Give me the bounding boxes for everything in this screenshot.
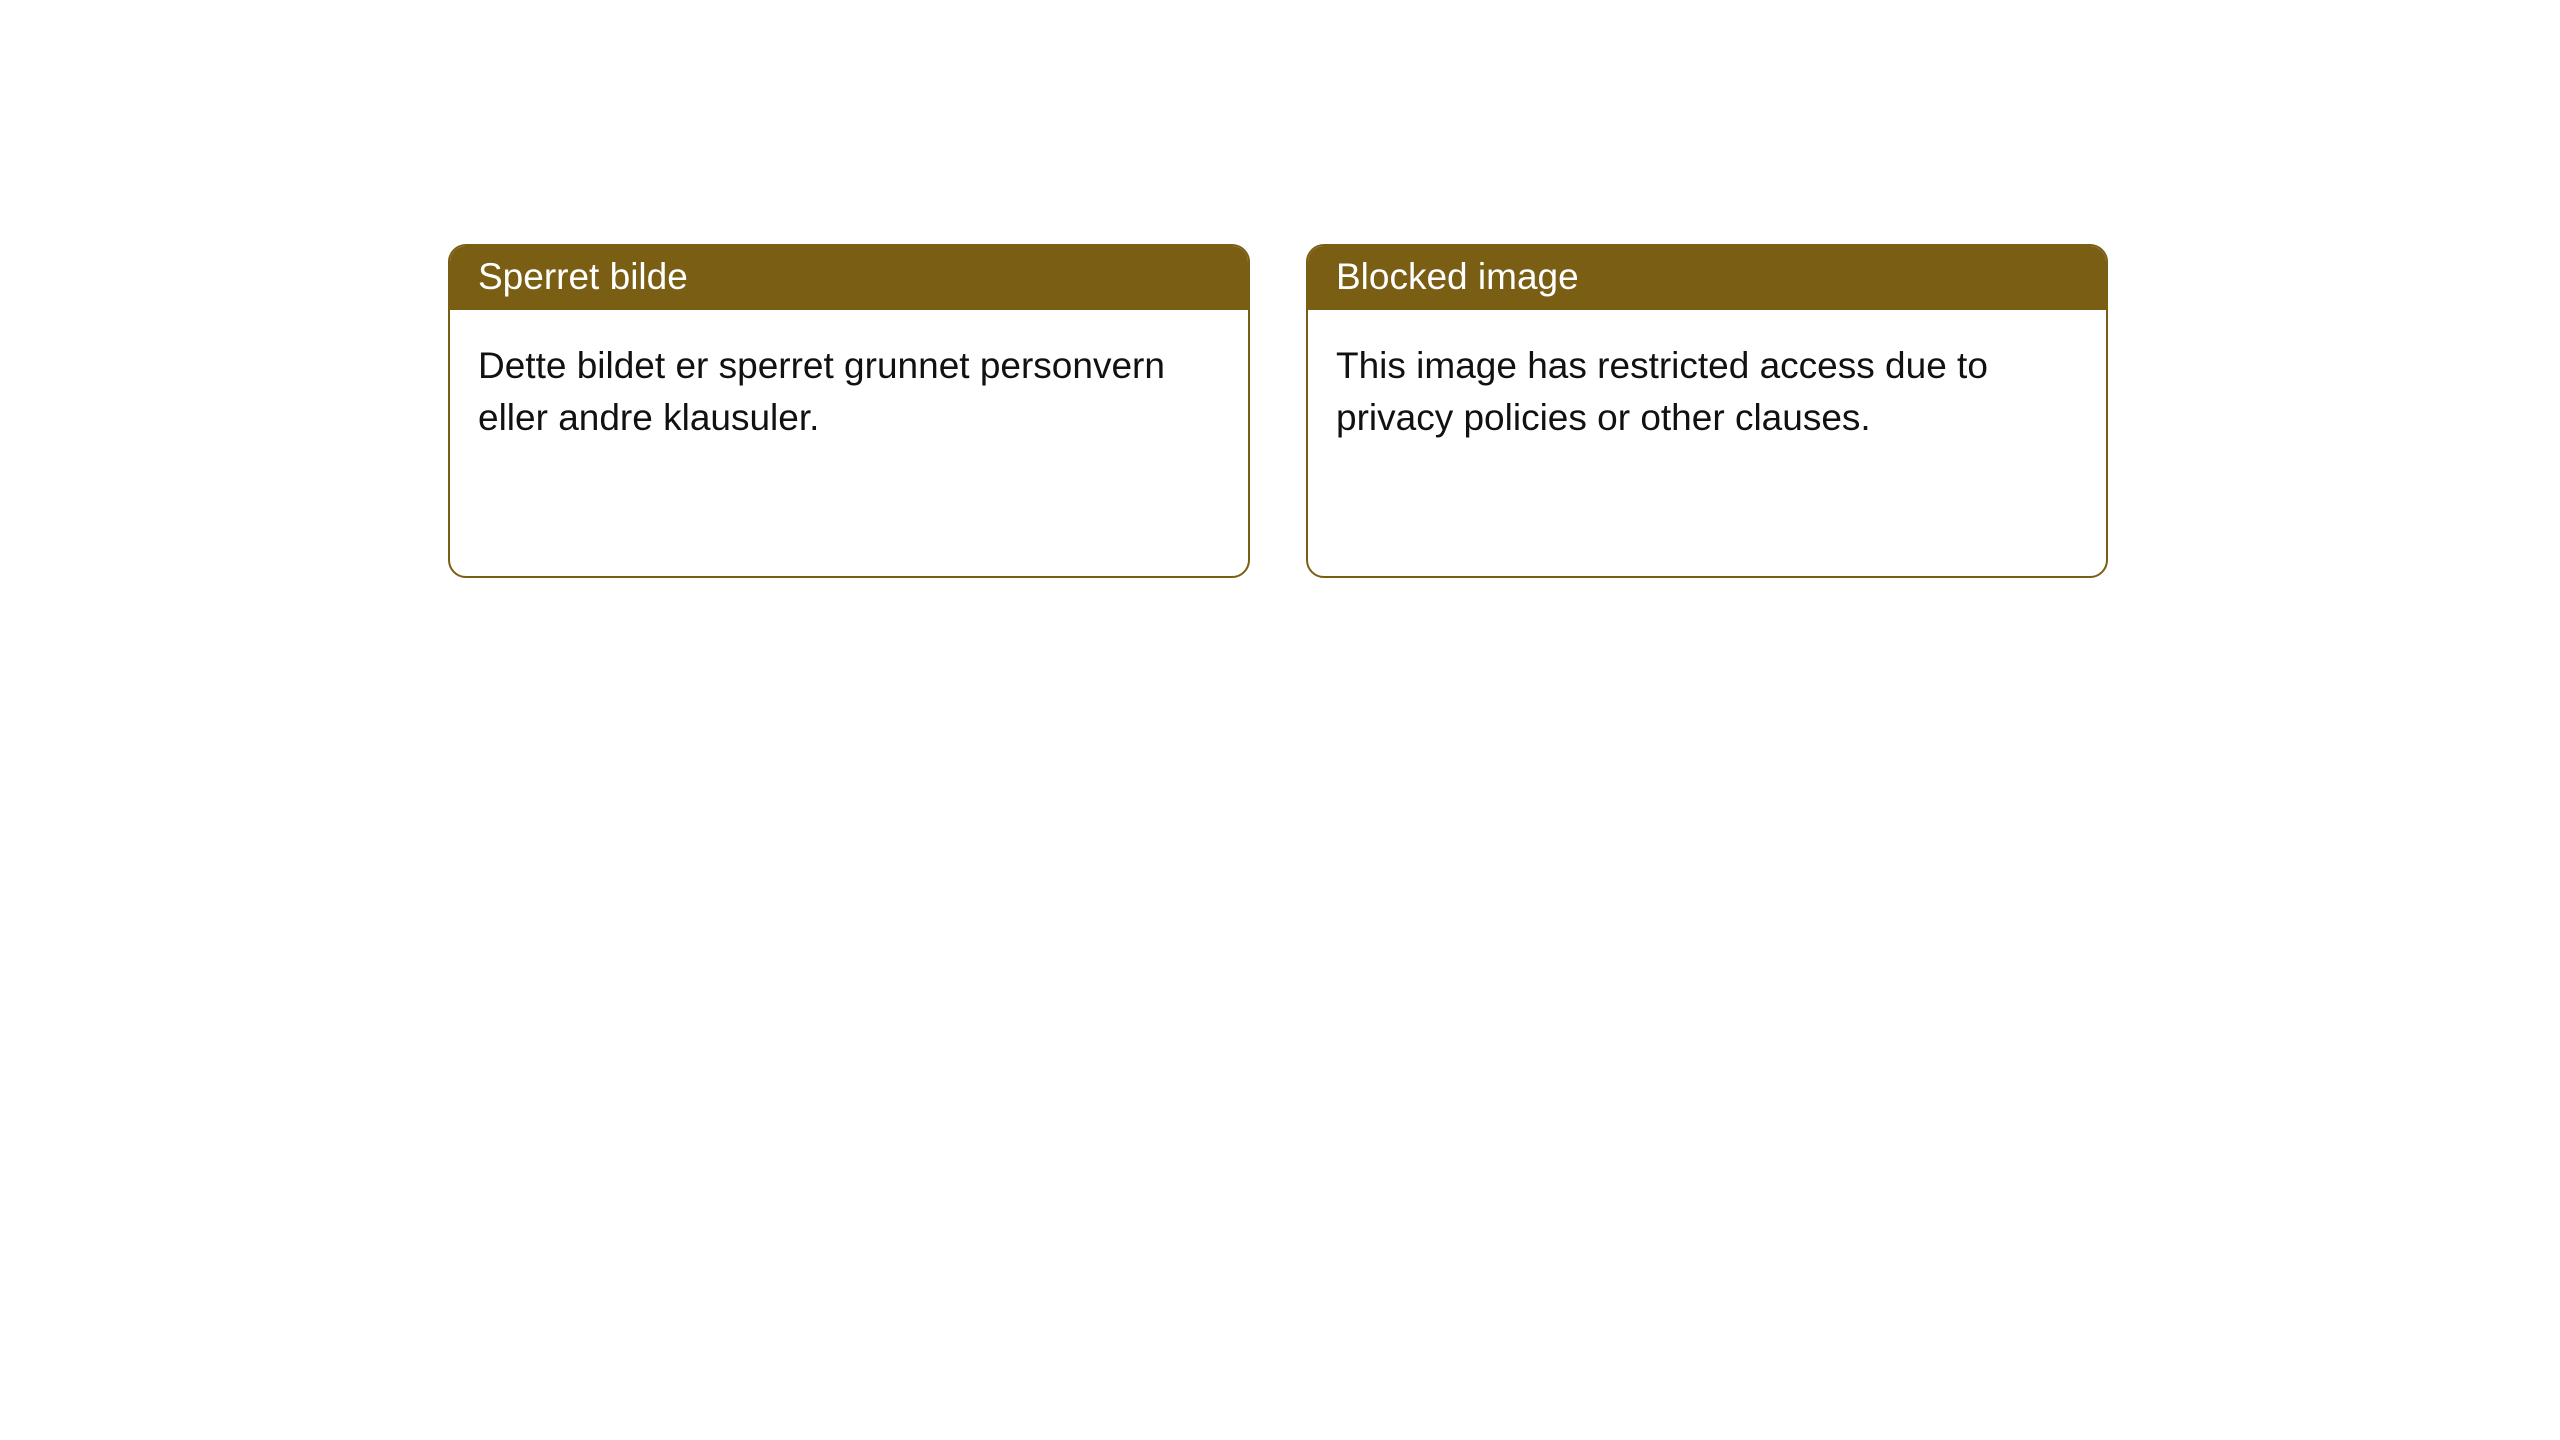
card-body-no: Dette bildet er sperret grunnet personve…: [450, 310, 1248, 474]
card-header-no: Sperret bilde: [450, 246, 1248, 310]
cards-container: Sperret bilde Dette bildet er sperret gr…: [0, 0, 2560, 578]
blocked-image-card-no: Sperret bilde Dette bildet er sperret gr…: [448, 244, 1250, 578]
card-header-en: Blocked image: [1308, 246, 2106, 310]
card-body-en: This image has restricted access due to …: [1308, 310, 2106, 474]
blocked-image-card-en: Blocked image This image has restricted …: [1306, 244, 2108, 578]
